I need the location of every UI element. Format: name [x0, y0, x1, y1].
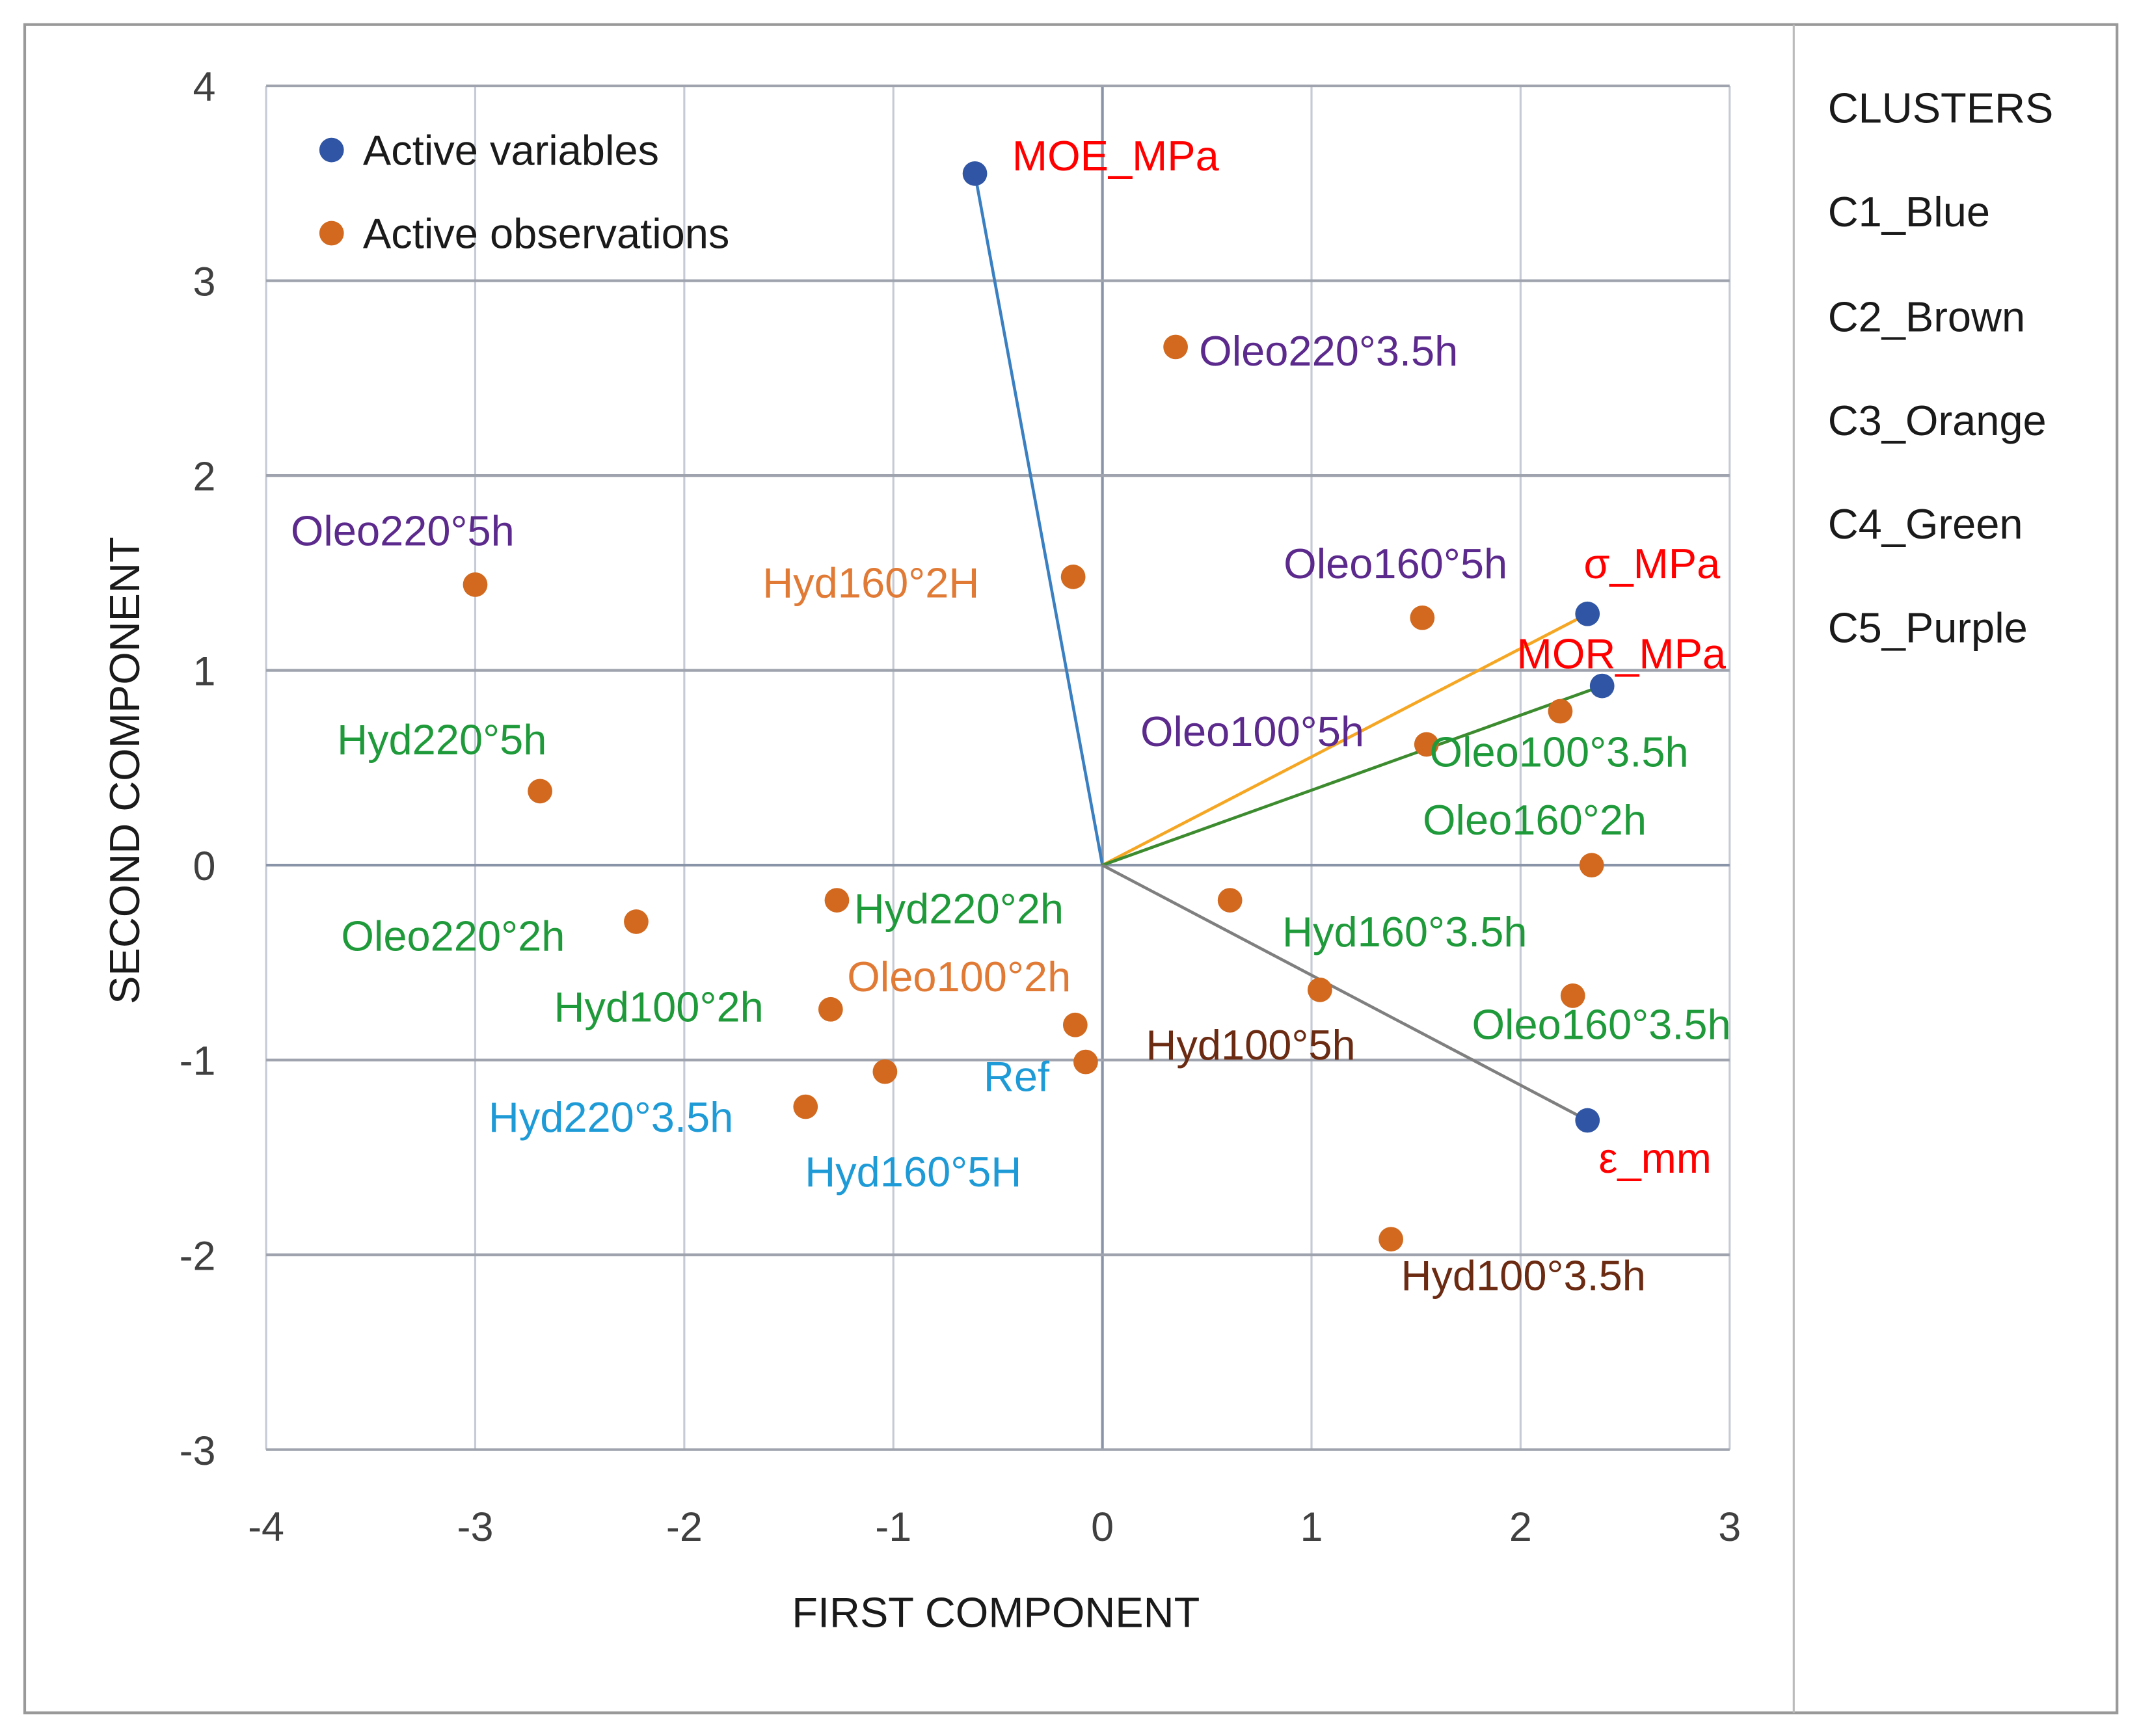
observation-label: Oleo160°5h [1284, 540, 1507, 587]
observation-label: Hyd220°5h [337, 715, 546, 763]
observation-label: Hyd220°3.5h [489, 1093, 733, 1141]
tick-labels: -4 -3 -2 -1 0 1 2 3 -3 -2 -1 0 1 2 3 4 [180, 64, 1742, 1550]
cluster-c1: C1_Blue [1828, 188, 1990, 235]
cluster-legend-title: CLUSTERS [1828, 85, 2054, 132]
observation-point [1579, 853, 1604, 878]
observation-label: Ref [984, 1052, 1050, 1100]
observation-label: Oleo220°5h [291, 507, 515, 555]
x-axis-title: FIRST COMPONENT [792, 1588, 1200, 1636]
data-points [463, 161, 1615, 1252]
observation-label: Hyd100°2h [554, 983, 763, 1030]
observation-label: Oleo160°3.5h [1472, 1001, 1731, 1048]
observation-label: Oleo100°5h [1140, 708, 1364, 755]
x-tick-label: -4 [248, 1504, 284, 1550]
vector-line [1101, 864, 1589, 1122]
x-tick-label: -2 [666, 1504, 703, 1550]
observation-point [1548, 699, 1573, 724]
observation-point [1307, 977, 1332, 1002]
y-tick-label: -2 [180, 1233, 216, 1279]
legend-marker-variables [319, 137, 344, 163]
observation-label: Hyd160°5H [805, 1148, 1021, 1195]
observation-point [463, 572, 488, 597]
x-tick-label: 1 [1300, 1504, 1323, 1550]
observation-point [1414, 732, 1439, 757]
vector-line [1101, 612, 1589, 867]
observation-point [1060, 565, 1086, 589]
x-tick-label: 3 [1718, 1504, 1741, 1550]
y-tick-label: 0 [193, 844, 216, 889]
observation-label: Oleo100°2h [847, 953, 1071, 1000]
x-tick-label: -1 [875, 1504, 911, 1550]
observation-point [793, 1094, 818, 1119]
variable-label: MOR_MPa [1517, 630, 1727, 677]
observation-label: Oleo160°2h [1423, 796, 1647, 844]
y-tick-label: 3 [193, 260, 216, 305]
legend: Active variables Active observations [319, 127, 729, 258]
vector-line [973, 173, 1104, 866]
observation-label: Oleo220°2h [341, 912, 565, 959]
observation-label: Hyd100°3.5h [1401, 1251, 1645, 1299]
observation-point [528, 779, 552, 804]
observation-point [818, 996, 843, 1022]
observation-point [1062, 1012, 1088, 1037]
legend-marker-observations [319, 220, 344, 246]
variable-label: σ_MPa [1583, 540, 1721, 587]
grid [265, 84, 1731, 1451]
x-tick-label: 2 [1509, 1504, 1532, 1550]
cluster-c5: C5_Purple [1828, 604, 2028, 652]
variable-label: MOE_MPa [1012, 132, 1220, 180]
vector-line [1101, 684, 1603, 867]
observation-label: Hyd160°2H [762, 559, 979, 606]
observation-point [1217, 888, 1243, 913]
variable-label: ε_mm [1598, 1134, 1711, 1182]
observation-label: Oleo100°3.5h [1430, 728, 1689, 775]
cluster-c3: C3_Orange [1828, 397, 2047, 444]
variable-point [1589, 673, 1615, 699]
observation-label: Hyd160°3.5h [1282, 908, 1527, 955]
variable-point [1575, 1108, 1600, 1133]
variable-point [962, 161, 988, 186]
chart-frame [23, 23, 2119, 1715]
observation-point [624, 909, 649, 934]
cluster-legend: CLUSTERS C1_Blue C2_Brown C3_Orange C4_G… [1828, 85, 2054, 652]
observation-point [1560, 983, 1585, 1008]
y-tick-label: -1 [180, 1039, 216, 1084]
y-tick-label: -3 [180, 1428, 216, 1474]
point-labels: MOE_MPa σ_MPa MOR_MPa ε_mm Oleo220°3.5h Oleo2… [291, 132, 1731, 1299]
x-tick-label: -3 [457, 1504, 494, 1550]
y-tick-label: 4 [193, 64, 216, 110]
observation-point [1379, 1227, 1403, 1252]
y-axis-title: SECOND COMPONENT [101, 537, 148, 1004]
y-tick-label: 1 [193, 649, 216, 695]
cluster-c2: C2_Brown [1828, 293, 2025, 340]
observation-point [1163, 334, 1188, 360]
observation-label: Hyd220°2h [854, 885, 1064, 932]
variable-point [1575, 601, 1600, 626]
observation-point [872, 1059, 898, 1084]
observation-point [1410, 605, 1435, 630]
variable-vectors [973, 173, 1603, 1122]
legend-label-observations: Active observations [363, 210, 729, 258]
observation-point [824, 888, 850, 913]
observation-point [1073, 1049, 1098, 1075]
legend-label-variables: Active variables [363, 127, 659, 174]
x-tick-label: 0 [1091, 1504, 1114, 1550]
cluster-c4: C4_Green [1828, 500, 2023, 548]
observation-label: Oleo220°3.5h [1199, 327, 1458, 375]
observation-label: Hyd100°5h [1146, 1021, 1355, 1069]
y-tick-label: 2 [193, 454, 216, 500]
